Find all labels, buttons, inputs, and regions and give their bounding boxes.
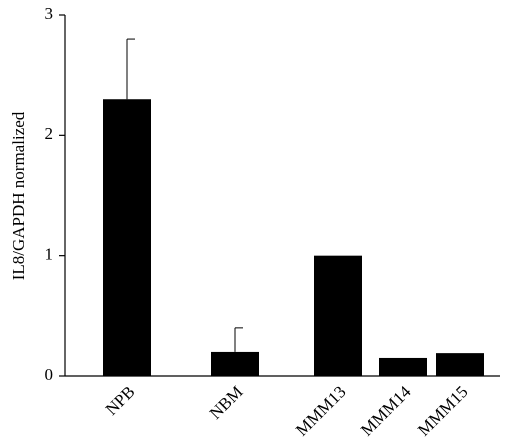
bar: [314, 255, 362, 376]
bar: [211, 351, 259, 376]
x-tick-label: MMM13: [292, 382, 350, 440]
x-tick-label: MMM15: [414, 382, 472, 440]
y-tick-label: 1: [45, 245, 54, 264]
x-tick-label: NPB: [102, 382, 139, 419]
x-tick-label: NBM: [206, 382, 247, 423]
x-tick-label: MMM14: [357, 382, 415, 440]
bar: [436, 353, 484, 376]
bar: [379, 357, 427, 376]
y-tick-label: 3: [45, 4, 54, 23]
y-tick-label: 2: [45, 124, 54, 143]
y-axis-label: IL8/GAPDH normalized: [9, 111, 28, 280]
y-tick-label: 0: [45, 365, 54, 384]
bar: [103, 99, 151, 376]
